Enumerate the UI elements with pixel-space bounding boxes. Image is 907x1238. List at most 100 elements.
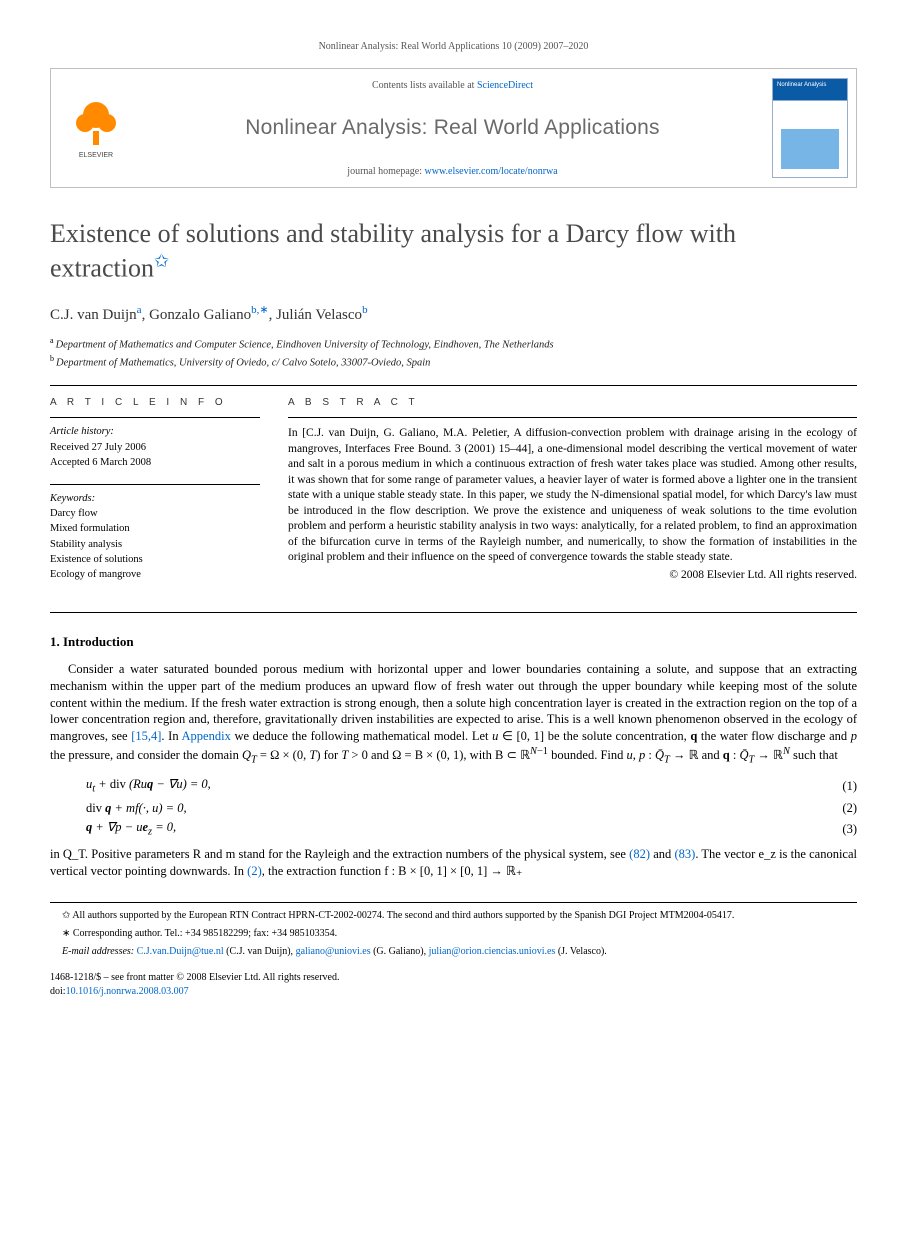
email-link-1[interactable]: C.J.van.Duijn@tue.nl — [137, 946, 224, 957]
running-head: Nonlinear Analysis: Real World Applicati… — [50, 40, 857, 54]
author-3: Julián Velascob — [276, 307, 367, 323]
equation-2-number: (2) — [817, 800, 857, 817]
sciencedirect-link[interactable]: ScienceDirect — [477, 80, 533, 91]
abstract-text: In [C.J. van Duijn, G. Galiano, M.A. Pel… — [288, 426, 857, 566]
appendix-link[interactable]: Appendix — [182, 729, 231, 743]
footnote-corresponding: ∗ Corresponding author. Tel.: +34 985182… — [50, 927, 857, 941]
author-3-aff[interactable]: b — [362, 304, 368, 316]
article-info-heading: A R T I C L E I N F O — [50, 396, 260, 410]
p1-text-k: → ℝ — [754, 748, 783, 762]
author-3-name: Julián Velasco — [276, 307, 362, 323]
history-received: Received 27 July 2006 — [50, 440, 260, 455]
abstract-column: A B S T R A C T In [C.J. van Duijn, G. G… — [288, 396, 857, 596]
section-1-title: 1. Introduction — [50, 633, 857, 651]
journal-masthead: ELSEVIER Contents lists available at Sci… — [50, 68, 857, 188]
doi-line: doi:10.1016/j.nonrwa.2008.03.007 — [50, 985, 857, 999]
author-1-aff[interactable]: a — [137, 304, 142, 316]
title-footnote-mark[interactable]: ✩ — [154, 251, 169, 271]
ref-eq-83[interactable]: (83) — [674, 847, 695, 861]
history-header: Article history: — [50, 424, 260, 439]
footnote-funding: ✩ All authors supported by the European … — [50, 909, 857, 923]
keywords-header: Keywords: — [50, 491, 260, 506]
email-who-2: (G. Galiano), — [371, 946, 429, 957]
contents-prefix: Contents lists available at — [372, 80, 477, 91]
equation-3: q + ∇p − uez = 0, (3) — [86, 819, 857, 840]
footnote-emails: E-mail addresses: C.J.van.Duijn@tue.nl (… — [50, 945, 857, 959]
equation-1-number: (1) — [817, 778, 857, 795]
doi-link[interactable]: 10.1016/j.nonrwa.2008.03.007 — [66, 986, 189, 997]
footnote-corresponding-text: Corresponding author. Tel.: +34 98518229… — [70, 928, 337, 939]
email-who-3: (J. Velasco). — [555, 946, 606, 957]
abstract-heading: A B S T R A C T — [288, 396, 857, 410]
journal-name: Nonlinear Analysis: Real World Applicati… — [153, 114, 752, 142]
ref-eq-82[interactable]: (82) — [629, 847, 650, 861]
cover-thumb-cell: Nonlinear Analysis — [764, 69, 856, 187]
affiliation-a: aDepartment of Mathematics and Computer … — [50, 335, 857, 353]
masthead-center: Contents lists available at ScienceDirec… — [141, 69, 764, 187]
article-title: Existence of solutions and stability ana… — [50, 218, 857, 286]
equation-1: ut + div (Ruq − ∇u) = 0, (1) — [86, 776, 857, 797]
footnote-funding-text: All authors supported by the European RT… — [70, 910, 734, 921]
email-who-1: (C.J. van Duijn), — [224, 946, 296, 957]
divider — [50, 385, 857, 386]
affiliation-b-label: b — [50, 354, 54, 363]
article-title-text: Existence of solutions and stability ana… — [50, 219, 736, 283]
keywords-block: Keywords: Darcy flow Mixed formulation S… — [50, 491, 260, 582]
email-link-3[interactable]: julian@orion.ciencias.uniovi.es — [429, 946, 556, 957]
cover-title-text: Nonlinear Analysis — [777, 82, 843, 89]
journal-homepage-link[interactable]: www.elsevier.com/locate/nonrwa — [425, 166, 558, 177]
p1-text-f: the pressure, and consider the domain — [50, 748, 242, 762]
p1-text-c: we deduce the following mathematical mod… — [231, 729, 492, 743]
abstract-copyright: © 2008 Elsevier Ltd. All rights reserved… — [288, 568, 857, 584]
footnotes: ✩ All authors supported by the European … — [50, 902, 857, 959]
author-2-name: Gonzalo Galiano — [149, 307, 251, 323]
ref-15-4[interactable]: [15,4] — [131, 729, 161, 743]
abstract-divider — [288, 417, 857, 418]
p1-text-j: → ℝ and — [670, 748, 723, 762]
equation-2: div q + mf(·, u) = 0, (2) — [86, 800, 857, 817]
intro-paragraph-1: Consider a water saturated bounded porou… — [50, 661, 857, 768]
author-2: Gonzalo Galianob,∗ — [149, 307, 269, 323]
info-divider-2 — [50, 484, 260, 485]
page-footer: 1468-1218/$ – see front matter © 2008 El… — [50, 971, 857, 999]
author-1-name: C.J. van Duijn — [50, 307, 137, 323]
email-label: E-mail addresses: — [62, 946, 137, 957]
equation-3-number: (3) — [817, 821, 857, 838]
p1-text-d: ∈ [0, 1] be the solute concentration, — [498, 729, 690, 743]
equation-block: ut + div (Ruq − ∇u) = 0, (1) div q + mf(… — [86, 776, 857, 840]
ref-eq-2[interactable]: (2) — [247, 864, 262, 878]
doi-label: doi: — [50, 986, 66, 997]
front-matter-line: 1468-1218/$ – see front matter © 2008 El… — [50, 971, 857, 985]
journal-homepage-line: journal homepage: www.elsevier.com/locat… — [153, 165, 752, 179]
keyword-4: Existence of solutions — [50, 552, 260, 567]
author-list: C.J. van Duijna, Gonzalo Galianob,∗, Jul… — [50, 303, 857, 325]
keyword-1: Darcy flow — [50, 506, 260, 521]
keyword-5: Ecology of mangrove — [50, 567, 260, 582]
keyword-2: Mixed formulation — [50, 521, 260, 536]
p1-text-e: the water flow discharge and — [697, 729, 850, 743]
p1-text-b: . In — [161, 729, 181, 743]
contents-available-line: Contents lists available at ScienceDirec… — [153, 79, 752, 93]
affiliation-b-text: Department of Mathematics, University of… — [56, 358, 430, 369]
p1-text-h: > 0 and Ω = B × (0, 1), with B ⊂ ℝ — [348, 748, 530, 762]
elsevier-tree-icon: ELSEVIER — [66, 93, 126, 163]
journal-cover-thumbnail: Nonlinear Analysis — [772, 78, 848, 178]
affiliation-a-label: a — [50, 336, 54, 345]
divider-2 — [50, 612, 857, 613]
p1-text-l: such that — [790, 748, 838, 762]
publisher-label: ELSEVIER — [79, 152, 113, 159]
homepage-prefix: journal homepage: — [347, 166, 424, 177]
info-divider — [50, 417, 260, 418]
affiliation-list: aDepartment of Mathematics and Computer … — [50, 335, 857, 370]
affiliation-a-text: Department of Mathematics and Computer S… — [56, 340, 554, 351]
article-info-column: A R T I C L E I N F O Article history: R… — [50, 396, 260, 596]
publisher-logo-cell: ELSEVIER — [51, 69, 141, 187]
article-history: Article history: Received 27 July 2006 A… — [50, 424, 260, 470]
equation-1-body: ut + div (Ruq − ∇u) = 0, — [86, 776, 817, 797]
equation-3-body: q + ∇p − uez = 0, — [86, 819, 817, 840]
info-abstract-row: A R T I C L E I N F O Article history: R… — [50, 396, 857, 596]
p1-text-g: for — [320, 748, 341, 762]
author-1: C.J. van Duijna — [50, 307, 142, 323]
email-link-2[interactable]: galiano@uniovi.es — [296, 946, 371, 957]
author-2-aff[interactable]: b,∗ — [251, 304, 268, 316]
